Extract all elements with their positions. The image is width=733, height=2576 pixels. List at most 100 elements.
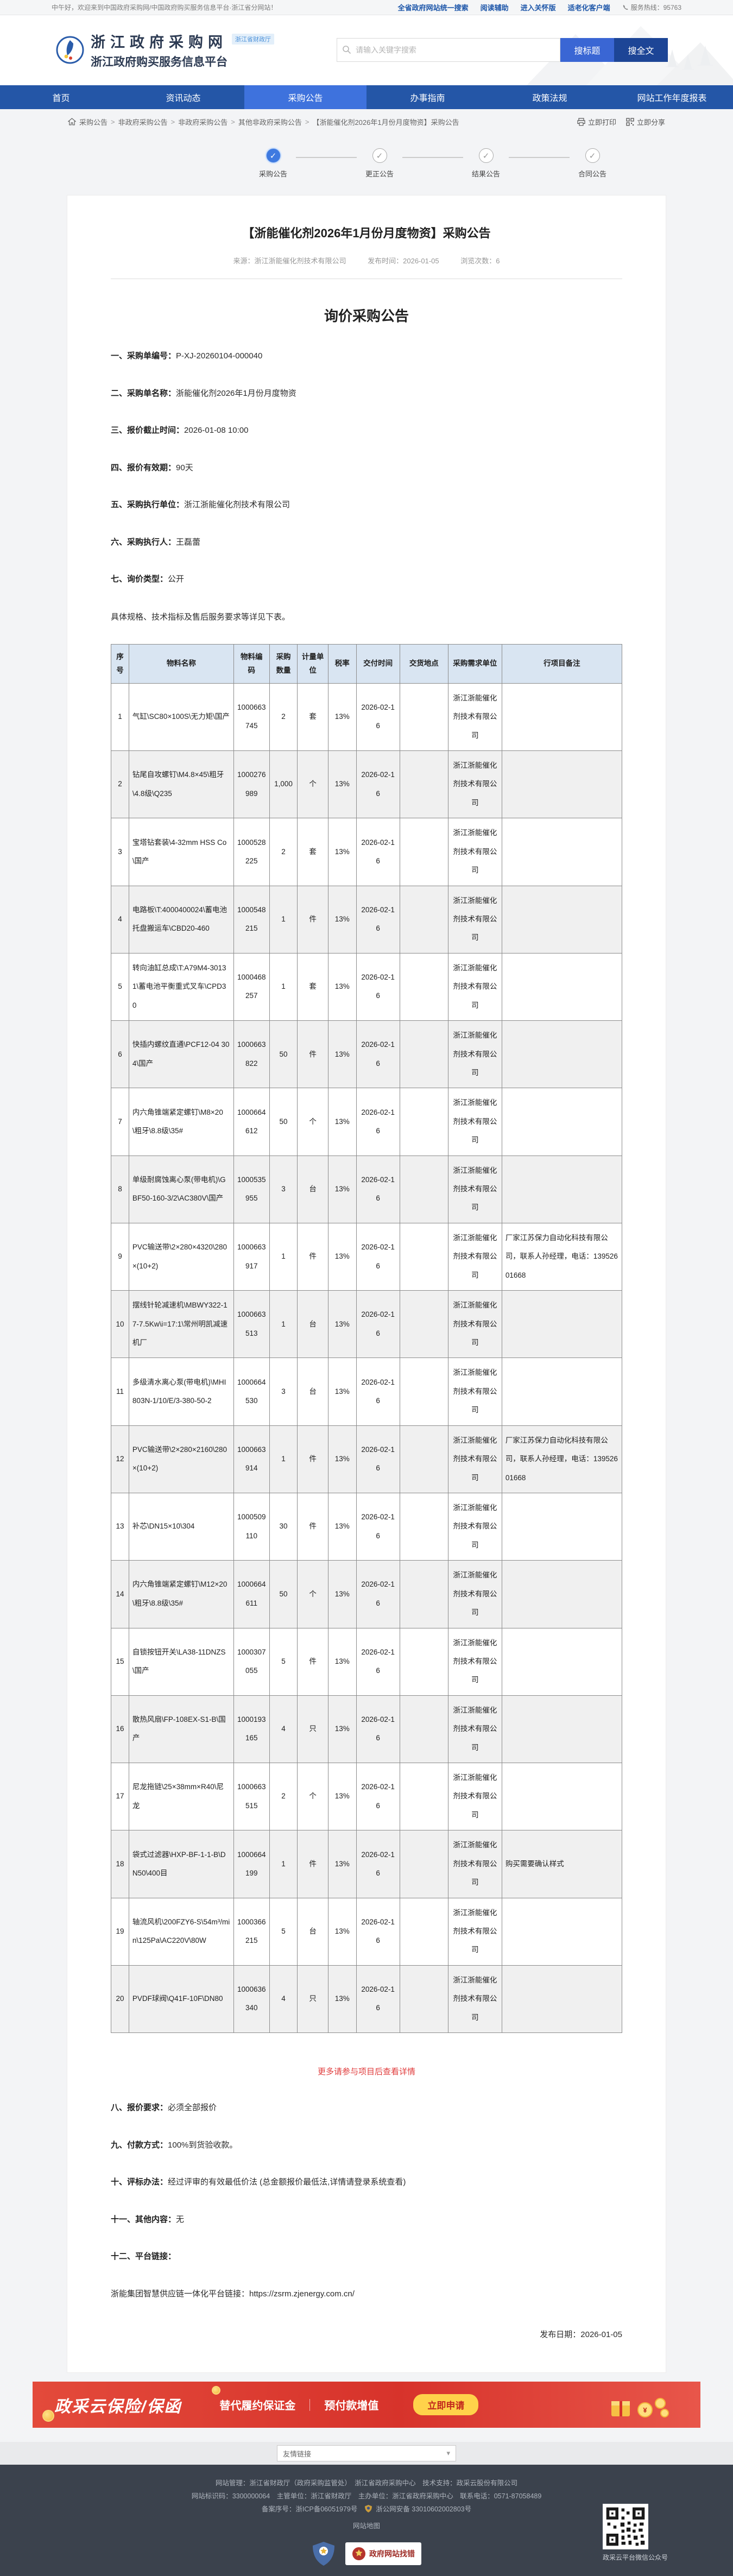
cell-code: 1000663822 [233,1020,270,1089]
cell-tax: 13% [327,1695,357,1764]
print-button[interactable]: 立即打印 [577,117,616,127]
table-header-cell: 采购数量 [269,643,298,684]
cell-unit: 件 [297,1830,328,1898]
table-row: 18 袋式过滤器\HXP-BF-1-1-B\DN50\400目 1000664199… [111,1830,623,1898]
nav-item-首页[interactable]: 首页 [52,94,70,103]
cell-unit: 台 [297,1897,328,1966]
table-row: 7 内六角锥端紧定螺钉\M8×20\粗牙\8.8级\35# 1000664612 50… [111,1088,623,1156]
step-label: 合同公告 [578,170,606,178]
ad-apply-button[interactable]: 立即申请 [413,2394,479,2416]
svg-text:¥: ¥ [643,2406,647,2414]
cell-code: 1000663513 [233,1290,270,1359]
section-value: 无 [176,2214,185,2224]
topbar-link[interactable]: 适老化客户端 [567,4,610,12]
search-input[interactable] [337,38,560,62]
cell-no: 9 [111,1222,129,1291]
cell-tax: 13% [327,1358,357,1426]
cell-code: 1000276989 [233,750,270,819]
cell-tax: 13% [327,952,357,1021]
cell-tax: 13% [327,1020,357,1089]
cell-code: 1000636340 [233,1965,270,2034]
table-row: 13 补芯\DN15×10\304 1000509110 30 件 13% 2026-02-… [111,1492,623,1561]
cell-remark: 厂家江苏保力自动化科技有限公司，联系人孙经理，电话：13952601668 [501,1425,623,1493]
cell-qty: 1 [269,1830,298,1898]
topbar-link[interactable]: 阅读辅助 [480,4,509,12]
detail-label: 二、采购单名称： [111,388,176,398]
cell-tax: 13% [327,1627,357,1696]
breadcrumb-item[interactable]: 其他非政府采购公告 [238,118,302,127]
cell-code: 1000663745 [233,683,270,752]
cell-remark: 厂家江苏保力自动化科技有限公司，联系人孙经理，电话：13952601668 [501,1222,623,1291]
footer-line1: 网站管理：浙江省财政厅（政府采购监管处） 浙江省政府采购中心 技术支持：政采云股… [215,2479,518,2487]
cell-qty: 1 [269,952,298,1021]
step-connector [402,156,463,158]
gov-emblem-badge[interactable] [312,2541,336,2566]
cell-code: 1000528225 [233,818,270,886]
cell-remark [501,1695,623,1764]
platform-link-line[interactable]: 浙能集团智慧供应链一体化平台链接：https://zsrm.zjenergy.c… [111,2289,355,2299]
cell-code: 1000663515 [233,1763,270,1831]
cell-code: 1000664530 [233,1358,270,1426]
step-采购公告: ✓ 采购公告 [258,148,288,179]
cell-name: 钻尾自攻螺钉\M4.8×45\粗牙\4.8级\Q235 [128,750,234,819]
breadcrumb-separator: > [111,117,115,126]
cell-place [399,750,449,819]
cell-unit: 台 [297,1290,328,1359]
footer-line2: 网站标识码：3300000064 主管单位：浙江省财政厅 主办单位：浙江省政府采… [191,2492,542,2501]
goods-table: 序号 物料名称 物料编码 采购数量 计量单位 税率 交付时间 交货地点 采购需求单位 行项目备注 … [111,643,623,2034]
step-label: 更正公告 [365,170,394,178]
nav-item-网站工作年度报表[interactable]: 网站工作年度报表 [637,94,707,103]
cell-tax: 13% [327,1492,357,1561]
step-check-icon: ✓ [585,148,600,163]
table-row: 11 多级清水离心泵(带电机)\MHI803N-1/10/E/3-380-50-2… [111,1358,623,1426]
cell-name: 快插内螺纹直通\PCF12-04 304\国产 [128,1020,234,1089]
qr-caption: 政采云平台微信公众号 [602,2554,668,2562]
cell-unit: 件 [297,1627,328,1696]
search-title-button[interactable]: 搜标题 [560,38,614,62]
topbar-link[interactable]: 全省政府网站统一搜索 [397,4,469,12]
nav-item-办事指南[interactable]: 办事指南 [410,94,445,103]
step-label: 结果公告 [471,170,500,178]
cell-qty: 4 [269,1965,298,2034]
breadcrumb-separator: > [231,117,235,126]
search-fulltext-button[interactable]: 搜全文 [614,38,668,62]
site-error-report-badge[interactable]: 政府网站找错 [345,2542,421,2566]
cell-no: 3 [111,818,129,886]
cell-date: 2026-02-16 [356,1695,400,1764]
section-label: 九、付款方式： [111,2140,168,2150]
insurance-ad-banner[interactable]: 政采云保险/保函 替代履约保证金 预付款增值 立即申请 ¥ [33,2382,700,2428]
cell-remark [501,1627,623,1696]
top-utility-bar: 中午好，欢迎来到中国政府采购网/中国政府购买服务信息平台·浙江省分网站！ 全省政… [0,0,733,15]
cell-date: 2026-02-16 [356,1088,400,1156]
breadcrumb-item[interactable]: 采购公告 [79,118,108,127]
cell-qty: 5 [269,1627,298,1696]
cell-tax: 13% [327,1560,357,1628]
table-row: 19 轴流风机\200FZY6-S\54m³/min\125Pa\AC220V\8… [111,1897,623,1966]
cell-date: 2026-02-16 [356,1155,400,1223]
nav-item-采购公告[interactable]: 采购公告 [244,85,366,109]
breadcrumb-item[interactable]: 非政府采购公告 [118,118,168,127]
cell-date: 2026-02-16 [356,1492,400,1561]
nav-item-资讯动态[interactable]: 资讯动态 [166,94,201,103]
detail-value: 2026-01-08 10:00 [184,426,249,435]
cell-unit: 件 [297,1020,328,1089]
cell-org: 浙江浙能催化剂技术有限公司 [448,1425,502,1493]
detail-label: 五、采购执行单位： [111,500,185,509]
cell-name: 宝塔钻套装\4-32mm HSS Co\国产 [128,818,234,886]
nav-item-政策法规[interactable]: 政策法规 [532,94,567,103]
cell-unit: 台 [297,1155,328,1223]
step-label: 采购公告 [258,170,287,178]
cell-tax: 13% [327,1425,357,1493]
breadcrumb-item[interactable]: 非政府采购公告 [178,118,228,127]
more-details-link[interactable]: 更多请参与项目后查看详情 [317,2067,415,2077]
friend-links-select[interactable]: 友情链接 ▾ [277,2445,456,2462]
share-button[interactable]: 立即分享 [626,117,665,127]
brand[interactable]: 浙江政府采购网 浙江政府购买服务信息平台 浙江省财政厅 [56,30,274,70]
home-icon[interactable] [68,118,76,125]
cell-no: 19 [111,1897,129,1966]
cell-qty: 1 [269,885,298,954]
cell-qty: 1,000 [269,750,298,819]
cell-org: 浙江浙能催化剂技术有限公司 [448,1020,502,1089]
detail-label: 一、采购单编号： [111,351,176,361]
topbar-link[interactable]: 进入关怀版 [520,4,556,12]
